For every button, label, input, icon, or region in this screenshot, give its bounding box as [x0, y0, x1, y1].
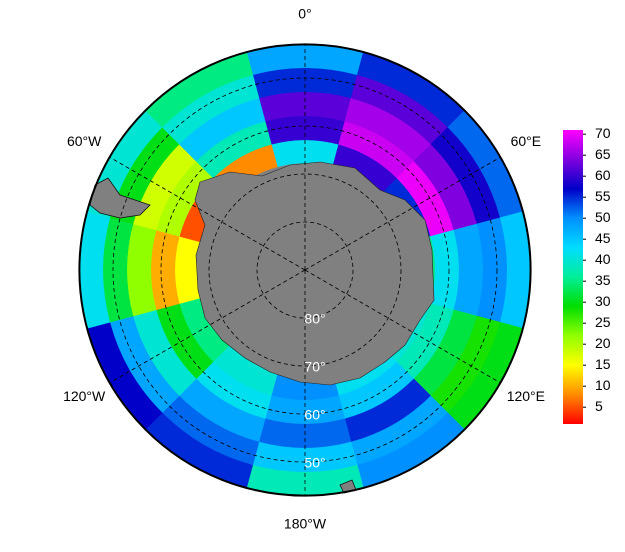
lat-label: 50°: [304, 455, 325, 471]
colorbar-label: 15: [595, 356, 611, 372]
colorbar-label: 60: [595, 167, 611, 183]
colorbar-label: 45: [595, 230, 611, 246]
colorbar-label: 20: [595, 335, 611, 351]
lat-label: 60°: [304, 407, 325, 423]
graticule: [78, 43, 532, 497]
lat-circle: [256, 221, 354, 319]
lat-label: 70°: [304, 359, 325, 375]
lon-label: 60°W: [67, 133, 102, 149]
meridian: [109, 269, 306, 384]
colorbar-label: 10: [595, 377, 611, 393]
colorbar-label: 5: [595, 398, 603, 414]
colorbar-label: 40: [595, 251, 611, 267]
antarctica: [194, 161, 435, 386]
south-america-tip: [89, 177, 151, 219]
colorbar-label: 30: [595, 293, 611, 309]
colorbar-label: 65: [595, 146, 611, 162]
colorbar-label: 35: [595, 272, 611, 288]
colorbar-label: 50: [595, 209, 611, 225]
colorbar-label: 55: [595, 188, 611, 204]
lon-label: 0°: [298, 6, 311, 22]
colorbar: 5 10 15 20 25 30 35 40 45 50 55 60 65 70: [563, 125, 611, 424]
lon-label: 120°E: [507, 388, 545, 404]
meridian: [304, 269, 501, 384]
meridian: [304, 156, 501, 271]
cells: [79, 44, 531, 496]
colorbar-label: 70: [595, 125, 611, 141]
colorbar-scale: [563, 130, 583, 424]
lon-label: 120°W: [63, 388, 106, 404]
land: [89, 161, 435, 494]
lat-label: 80°: [304, 311, 325, 327]
colorbar-label: 25: [595, 314, 611, 330]
lon-label: 60°E: [511, 133, 542, 149]
lat-circle: [208, 173, 402, 367]
labels: 80° 70° 60° 50° 0° 60°E 120°E 180°W 120°W 60°W: [63, 6, 545, 532]
meridian: [109, 156, 306, 271]
lon-label: 180°W: [284, 516, 327, 532]
